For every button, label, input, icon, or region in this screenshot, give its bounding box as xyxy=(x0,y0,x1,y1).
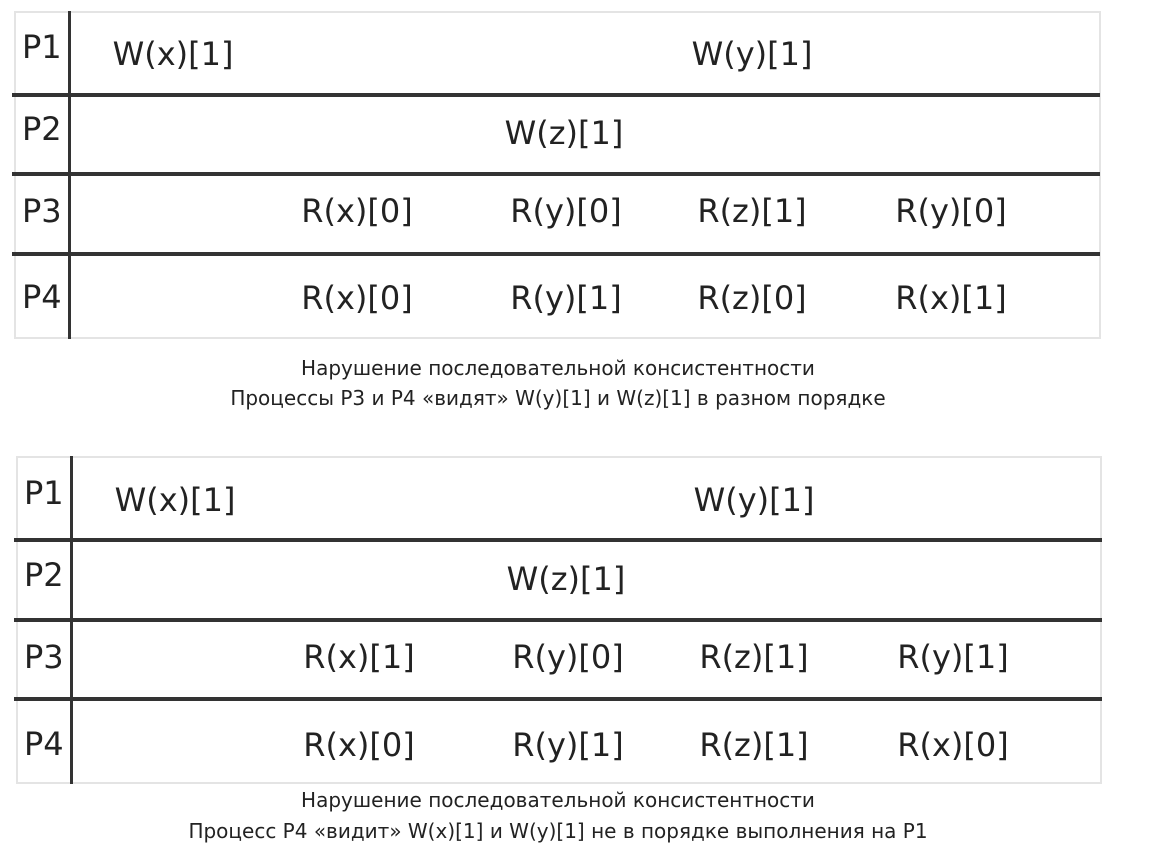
operation-label: R(z)[0] xyxy=(697,279,807,317)
process-label-p1: P1 xyxy=(24,474,64,512)
operation-label: W(x)[1] xyxy=(114,481,236,519)
process-label-p2: P2 xyxy=(24,556,64,594)
operation-label: R(z)[1] xyxy=(699,638,809,676)
operation-label: R(x)[1] xyxy=(303,638,415,676)
diagram-caption-title: Нарушение последовательной консистентнос… xyxy=(301,788,815,812)
row-divider xyxy=(14,697,1102,701)
process-label-p4: P4 xyxy=(22,278,62,316)
operation-label: R(x)[1] xyxy=(895,279,1007,317)
operation-label: W(y)[1] xyxy=(693,481,815,519)
diagram-caption-description: Процесс P4 «видит» W(x)[1] и W(y)[1] не … xyxy=(188,819,928,843)
row-divider xyxy=(12,93,1100,97)
process-label-p3: P3 xyxy=(22,192,62,230)
operation-label: R(x)[0] xyxy=(301,279,413,317)
process-label-p1: P1 xyxy=(22,28,62,66)
operation-label: W(x)[1] xyxy=(112,35,234,73)
process-label-p4: P4 xyxy=(24,725,64,763)
process-label-p3: P3 xyxy=(24,638,64,676)
operation-label: R(x)[0] xyxy=(301,192,413,230)
operation-label: R(y)[1] xyxy=(510,279,622,317)
operation-label: R(z)[1] xyxy=(699,726,809,764)
row-divider xyxy=(12,172,1100,176)
operation-label: W(y)[1] xyxy=(691,35,813,73)
row-divider xyxy=(14,618,1102,622)
operation-label: R(y)[1] xyxy=(897,638,1009,676)
operation-label: W(z)[1] xyxy=(506,560,626,598)
diagram-caption-title: Нарушение последовательной консистентнос… xyxy=(301,356,815,380)
operation-label: W(z)[1] xyxy=(504,114,624,152)
operation-label: R(y)[0] xyxy=(895,192,1007,230)
operation-label: R(z)[1] xyxy=(697,192,807,230)
diagram-caption-description: Процессы P3 и P4 «видят» W(y)[1] и W(z)[… xyxy=(230,386,886,410)
operation-label: R(y)[0] xyxy=(510,192,622,230)
row-divider xyxy=(14,538,1102,542)
row-divider xyxy=(12,252,1100,256)
operation-label: R(x)[0] xyxy=(897,726,1009,764)
operation-label: R(y)[0] xyxy=(512,638,624,676)
operation-label: R(y)[1] xyxy=(512,726,624,764)
operation-label: R(x)[0] xyxy=(303,726,415,764)
process-label-p2: P2 xyxy=(22,110,62,148)
